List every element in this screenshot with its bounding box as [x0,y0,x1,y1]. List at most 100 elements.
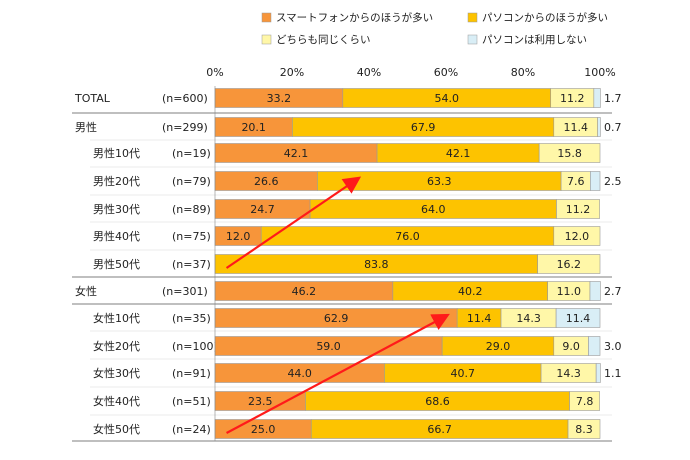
data-label: 15.8 [557,147,582,160]
row-label: 女性 [75,284,97,298]
row-label: 男性50代 [93,257,140,271]
x-tick-label: 40% [357,66,381,79]
bar-segment [593,88,601,108]
bar-segment [537,254,601,274]
data-label: 2.7 [604,285,622,298]
x-tick-label: 60% [434,66,458,79]
data-label: 63.3 [427,175,452,188]
x-tick-label: 100% [584,66,615,79]
data-label: 11.4 [566,312,591,325]
data-label: 2.5 [604,175,622,188]
data-label: 25.0 [251,423,276,436]
bar-segment [567,419,601,439]
row-label: TOTAL [74,92,111,105]
data-label: 7.8 [576,395,594,408]
data-label: 62.9 [324,312,349,325]
data-label: 67.9 [411,121,436,134]
bar-segment [569,391,600,411]
row-n-label: (n=89) [172,203,211,216]
data-label: 46.2 [292,285,317,298]
row-label: 女性40代 [93,394,140,408]
row-label: 男性10代 [93,146,140,160]
data-label: 42.1 [284,147,309,160]
row-n-label: (n=19) [172,147,211,160]
x-axis-ticks: 0% 20% 40% 60% 80% 100% [206,66,615,79]
legend-swatch-3 [467,34,478,45]
data-label: 40.2 [458,285,483,298]
data-label: 11.4 [563,121,588,134]
data-label: 83.8 [364,258,389,271]
bar-segment [588,336,601,356]
bar-segment [556,199,600,219]
legend-label-3: パソコンは利用しない [482,34,587,46]
row-n-label: (n=299) [162,121,208,134]
data-label: 54.0 [435,92,460,105]
bar-segment [590,171,601,191]
row-n-label: (n=100) [172,340,218,353]
row-label: 女性50代 [93,422,140,436]
row-n-label: (n=79) [172,175,211,188]
data-label: 68.6 [425,395,450,408]
data-label: 24.7 [250,203,275,216]
row-n-label: (n=75) [172,230,211,243]
data-label: 40.7 [450,367,475,380]
bar-segment [597,117,601,137]
data-label: 12.0 [226,230,251,243]
data-label: 11.2 [560,92,585,105]
data-label: 11.4 [467,312,492,325]
bar-segment [589,281,601,301]
data-label: 11.0 [557,285,582,298]
bar-segment [555,308,601,328]
data-label: 59.0 [316,340,341,353]
data-label: 42.1 [446,147,471,160]
legend-label-2: どちらも同じくらい [276,34,371,46]
data-label: 66.7 [427,423,452,436]
row-label: 女性20代 [93,339,140,353]
trend-arrow [225,176,362,269]
data-label: 16.2 [557,258,582,271]
bar-segment [595,363,601,383]
row-label: 男性 [75,120,97,134]
row-n-label: (n=24) [172,423,211,436]
data-label: 14.3 [556,367,581,380]
data-label: 1.7 [604,92,622,105]
data-label: 20.1 [241,121,266,134]
data-label: 11.2 [566,203,591,216]
x-tick-label: 80% [511,66,535,79]
data-label: 14.3 [516,312,541,325]
x-tick-label: 20% [280,66,304,79]
chart-rows: TOTAL (n=600) 33.2 54.0 11.2 1.7 男性 (n=299) 20.1… [72,86,622,442]
legend-swatch-2 [261,34,272,45]
row-n-label: (n=91) [172,367,211,380]
row-label: 男性30代 [93,202,140,216]
legend-label-1: パソコンからのほうが多い [482,11,608,24]
bar-segment [538,143,601,163]
data-label: 3.0 [604,340,622,353]
row-n-label: (n=600) [162,92,208,105]
data-label: 26.6 [254,175,279,188]
row-n-label: (n=51) [172,395,211,408]
annotation-arrows [225,176,450,434]
row-n-label: (n=35) [172,312,211,325]
data-label: 7.6 [567,175,585,188]
bar-segment [553,226,601,246]
row-n-label: (n=301) [162,285,208,298]
legend-label-0: スマートフォンからのほうが多い [276,11,433,24]
data-label: 23.5 [248,395,273,408]
row-label: 女性30代 [93,366,140,380]
data-label: 8.3 [575,423,593,436]
data-label: 76.0 [395,230,420,243]
data-label: 64.0 [421,203,446,216]
legend-swatch-0 [261,12,272,23]
data-label: 0.7 [604,121,622,134]
data-label: 29.0 [486,340,511,353]
row-label: 女性10代 [93,311,140,325]
data-label: 9.0 [562,340,580,353]
trend-arrow [226,313,450,434]
row-label: 男性20代 [93,174,140,188]
data-label: 33.2 [267,92,292,105]
legend-swatch-1 [467,12,478,23]
x-tick-label: 0% [206,66,223,79]
